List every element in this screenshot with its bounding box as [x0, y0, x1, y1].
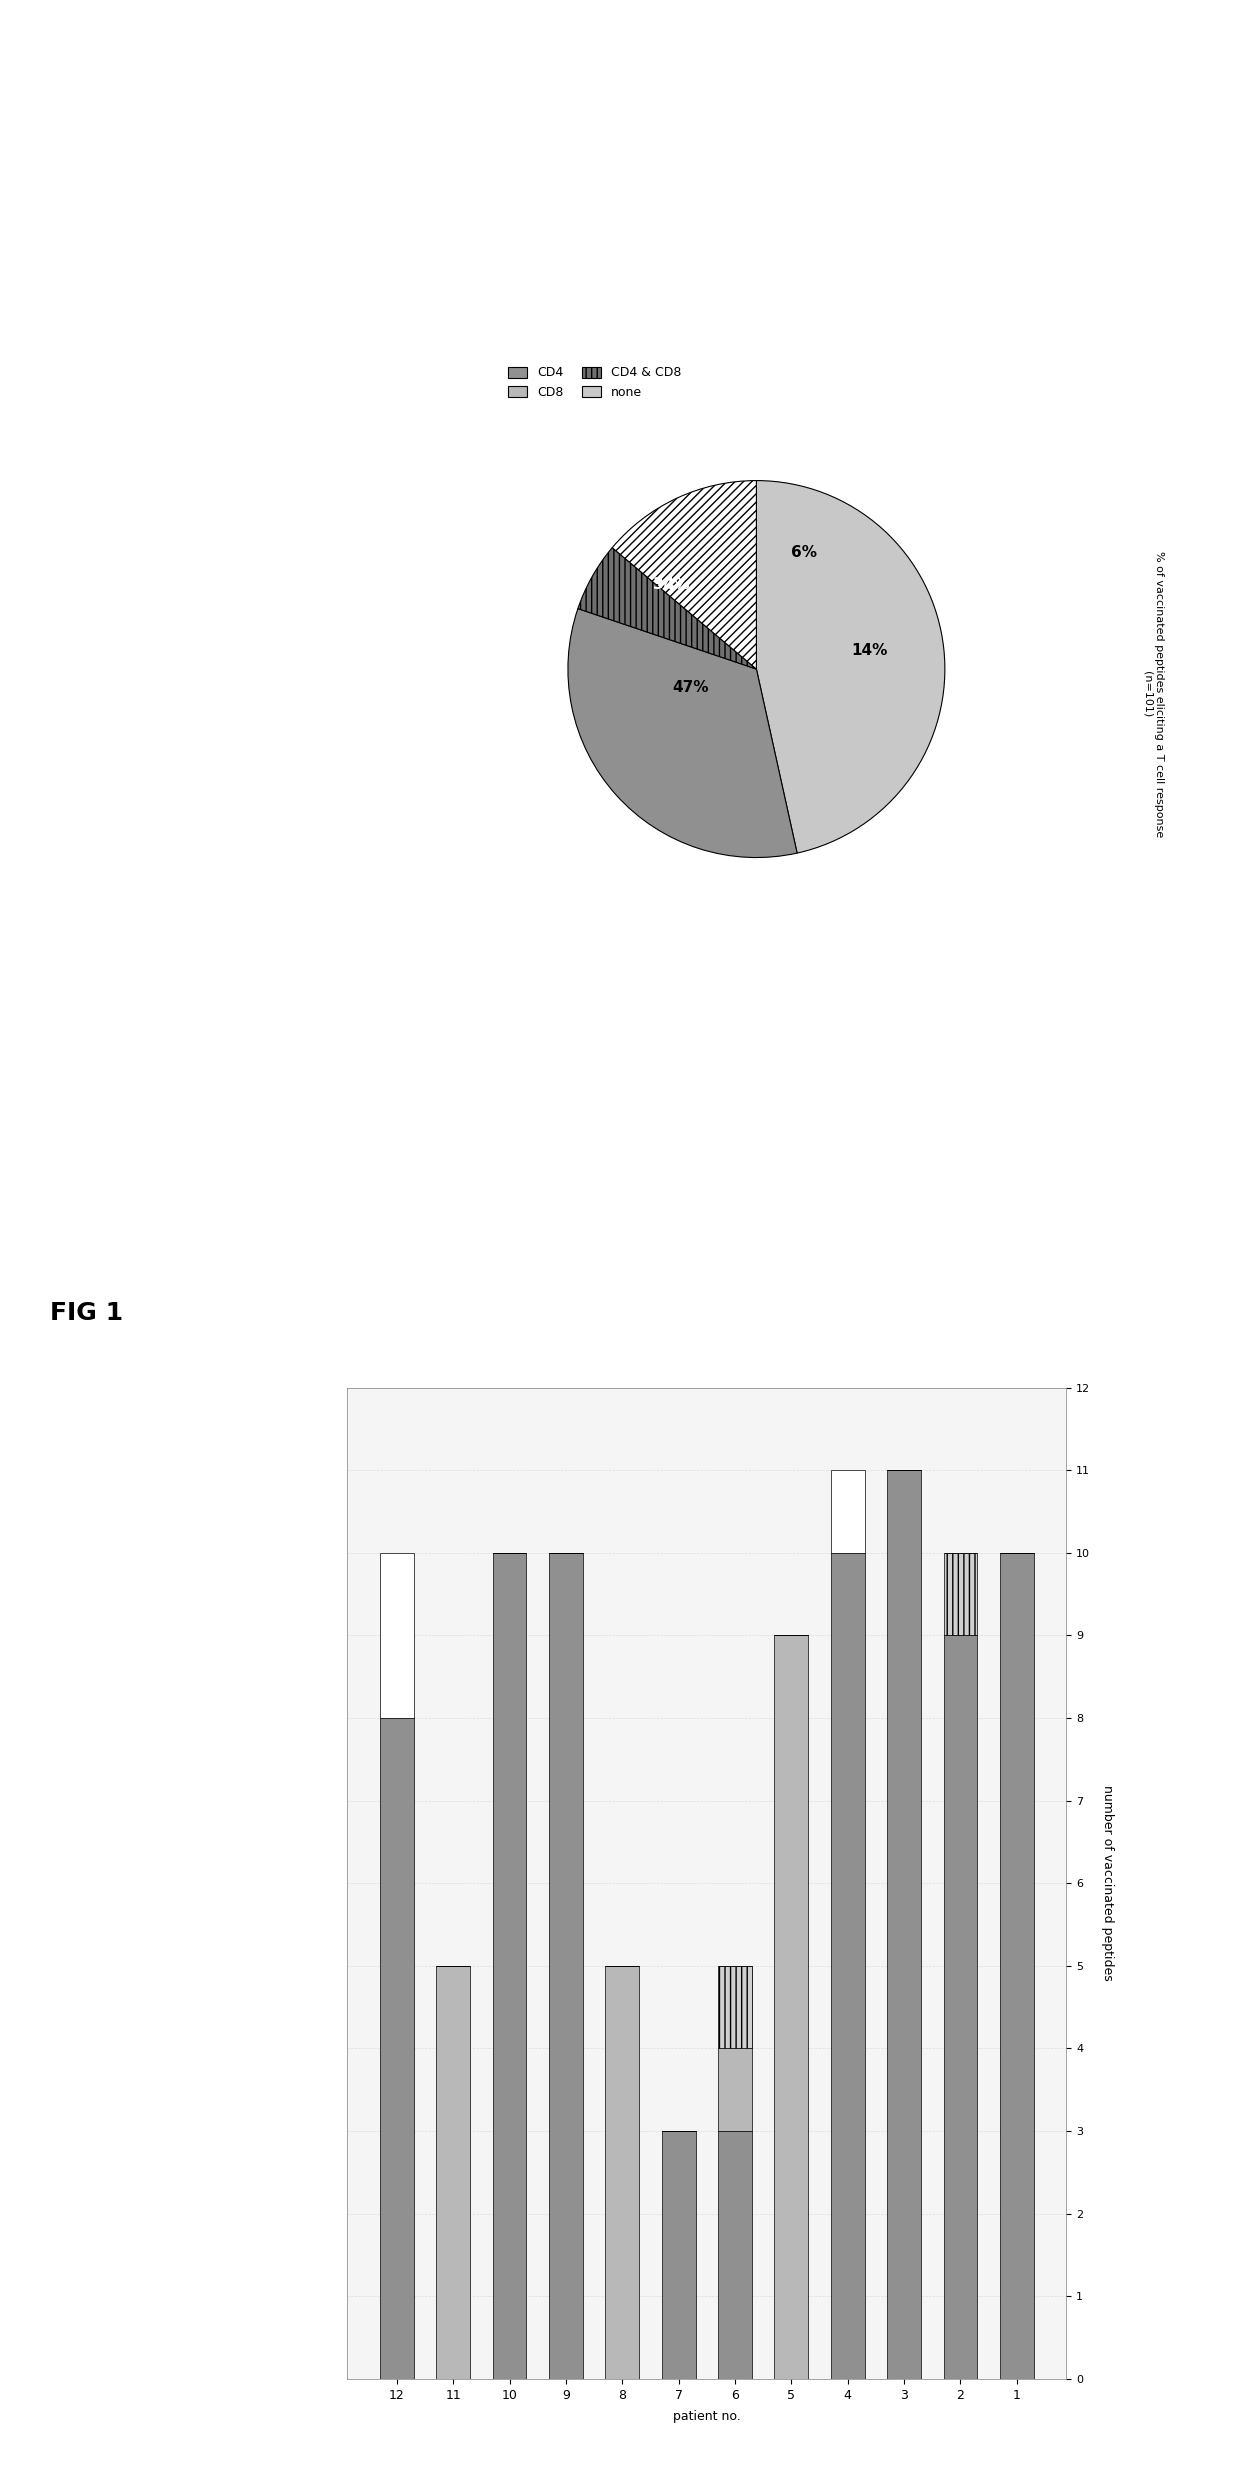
- Bar: [944, 1554, 977, 1635]
- Bar: [718, 1965, 751, 2049]
- X-axis label: patient no.: patient no.: [673, 2411, 740, 2423]
- Bar: [436, 1965, 470, 2379]
- Bar: [662, 2131, 696, 2379]
- Bar: [831, 1469, 864, 1554]
- Bar: [379, 1554, 414, 1717]
- Bar: [379, 1717, 414, 2379]
- Text: 47%: 47%: [672, 681, 709, 696]
- Wedge shape: [568, 610, 797, 857]
- Text: FIG 1: FIG 1: [50, 1301, 123, 1326]
- Wedge shape: [578, 548, 756, 669]
- Bar: [999, 1554, 1034, 2379]
- Text: 6%: 6%: [791, 545, 816, 560]
- Text: 14%: 14%: [852, 642, 888, 657]
- Bar: [718, 2049, 751, 2131]
- Bar: [775, 1635, 808, 2379]
- Bar: [944, 1635, 977, 2379]
- Text: % of vaccinated peptides eliciting a T cell response
(n=101): % of vaccinated peptides eliciting a T c…: [1142, 550, 1164, 838]
- Bar: [887, 1469, 921, 2379]
- Bar: [605, 1965, 639, 2379]
- Wedge shape: [613, 481, 756, 669]
- Text: 34%: 34%: [653, 577, 689, 592]
- Bar: [718, 2131, 751, 2379]
- Bar: [492, 1554, 527, 2379]
- Y-axis label: number of vaccinated peptides: number of vaccinated peptides: [1101, 1787, 1115, 1980]
- Legend: CD4, CD8, CD4 & CD8, none: CD4, CD8, CD4 & CD8, none: [503, 362, 687, 404]
- Bar: [831, 1554, 864, 2379]
- Wedge shape: [756, 481, 945, 852]
- Bar: [549, 1554, 583, 2379]
